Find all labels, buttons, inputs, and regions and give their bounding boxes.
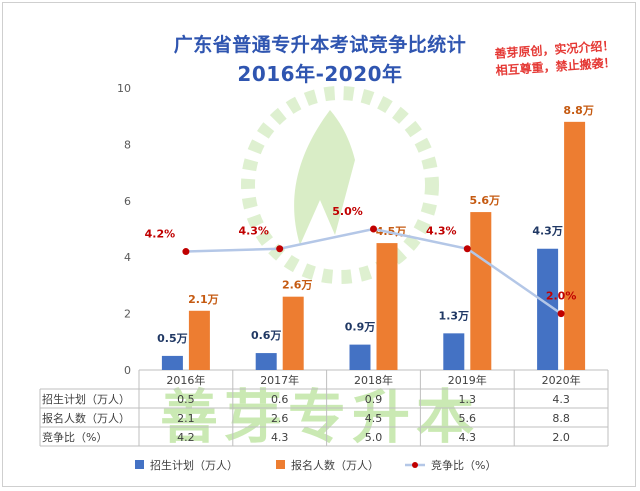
bar-applicants-data-label: 5.6万 [470,194,501,207]
ratio-data-label: 4.3% [238,225,269,238]
y-tick-label: 10 [117,82,131,95]
table-row-label: 招生计划（万人） [42,392,130,406]
bar-plan [443,333,465,370]
table-cell: 2.1 [177,412,195,425]
logo-watermark: 善芽专升本 [160,86,480,451]
logo-ring [241,86,439,284]
legend-label-plan: 招生计划（万人） [150,458,238,472]
bar-applicants [188,310,210,370]
bar-applicants [282,296,304,370]
legend-swatch-plan [135,460,144,469]
x-tick-label: 2017年 [260,373,299,387]
x-tick-label: 2016年 [166,373,205,387]
legend-swatch-ratio-dot [412,462,418,468]
legend-label-ratio: 竞争比（%） [431,458,496,472]
bar-plan [537,248,559,370]
legend-swatch-applicants [276,460,285,469]
legend-label-applicants: 报名人数（万人） [291,458,379,472]
bar-applicants-data-label: 2.6万 [282,279,313,292]
data-table: 招生计划（万人） 0.5 0.6 0.9 1.3 4.3 报名人数（万人） 2.1 2.6 4.5… [39,370,609,447]
bar-plan-data-label: 0.6万 [251,329,282,342]
y-tick-label: 6 [124,195,131,208]
ratio-line [185,227,562,315]
ratio-line-series: 4.2% 4.3% 5.0% 4.3% 2.0% [145,205,577,318]
x-tick-label: 2019年 [448,373,487,387]
table-cell: 2.6 [271,412,289,425]
ratio-point [182,248,190,256]
bar-plan-data-label: 0.9万 [345,321,376,334]
y-tick-label: 4 [124,251,131,264]
table-cell: 4.3 [459,431,477,444]
ratio-data-label: 5.0% [332,205,363,218]
table-cell: 8.8 [552,412,570,425]
chart-subtitle: 2016年-2020年 [237,62,403,86]
ratio-point [370,225,377,233]
bar-plan [255,353,277,370]
table-cell: 5.6 [459,412,477,425]
bar-applicants [564,121,586,370]
ratio-data-label: 4.2% [145,228,176,241]
ratio-data-label: 2.0% [546,290,577,303]
chart-frame [2,2,636,487]
table-cell: 5.0 [365,431,383,444]
bar-plan-data-label: 0.5万 [157,332,188,345]
legend: 招生计划（万人） 报名人数（万人） 竞争比（%） [135,458,496,472]
table-cell: 0.6 [271,393,289,406]
x-tick-label: 2018年 [354,373,393,387]
bar-plan-data-label: 4.3万 [532,225,563,238]
y-axis: 0 2 4 6 8 10 [117,82,608,377]
ratio-point [276,245,284,253]
ratio-point [557,310,565,318]
x-tick-label: 2020年 [542,373,581,387]
bar-applicants-data-label: 2.1万 [188,293,219,306]
table-row-label: 报名人数（万人） [42,411,130,425]
sprout-icon [294,110,355,245]
y-tick-label: 2 [124,308,131,321]
table-cell: 1.3 [459,393,477,406]
chart-title: 广东省普通专升本考试竞争比统计 [173,34,467,56]
bar-series: 0.5万2.1万0.6万2.6万0.9万4.5万1.3万5.6万4.3万8.8万 [157,104,594,370]
table-cell: 2.0 [552,431,570,444]
y-tick-label: 0 [124,364,131,377]
ratio-point [463,245,471,253]
table-cell: 4.3 [552,393,570,406]
table-cell: 4.2 [177,431,195,444]
bar-plan-data-label: 1.3万 [439,309,470,322]
table-cell: 4.5 [365,412,383,425]
bar-applicants-data-label: 8.8万 [563,104,594,117]
y-tick-label: 8 [124,138,131,151]
watermark-text: 善芽专升本 [160,383,480,451]
bar-applicants [376,243,398,370]
ratio-data-label: 4.3% [426,225,457,238]
table-cell: 0.9 [365,393,383,406]
bar-applicants [470,212,492,370]
table-row-label: 竞争比（%） [42,430,107,444]
bar-plan [161,355,183,370]
table-cell: 4.3 [271,431,289,444]
bar-plan [349,344,371,370]
table-cell: 0.5 [177,393,195,406]
